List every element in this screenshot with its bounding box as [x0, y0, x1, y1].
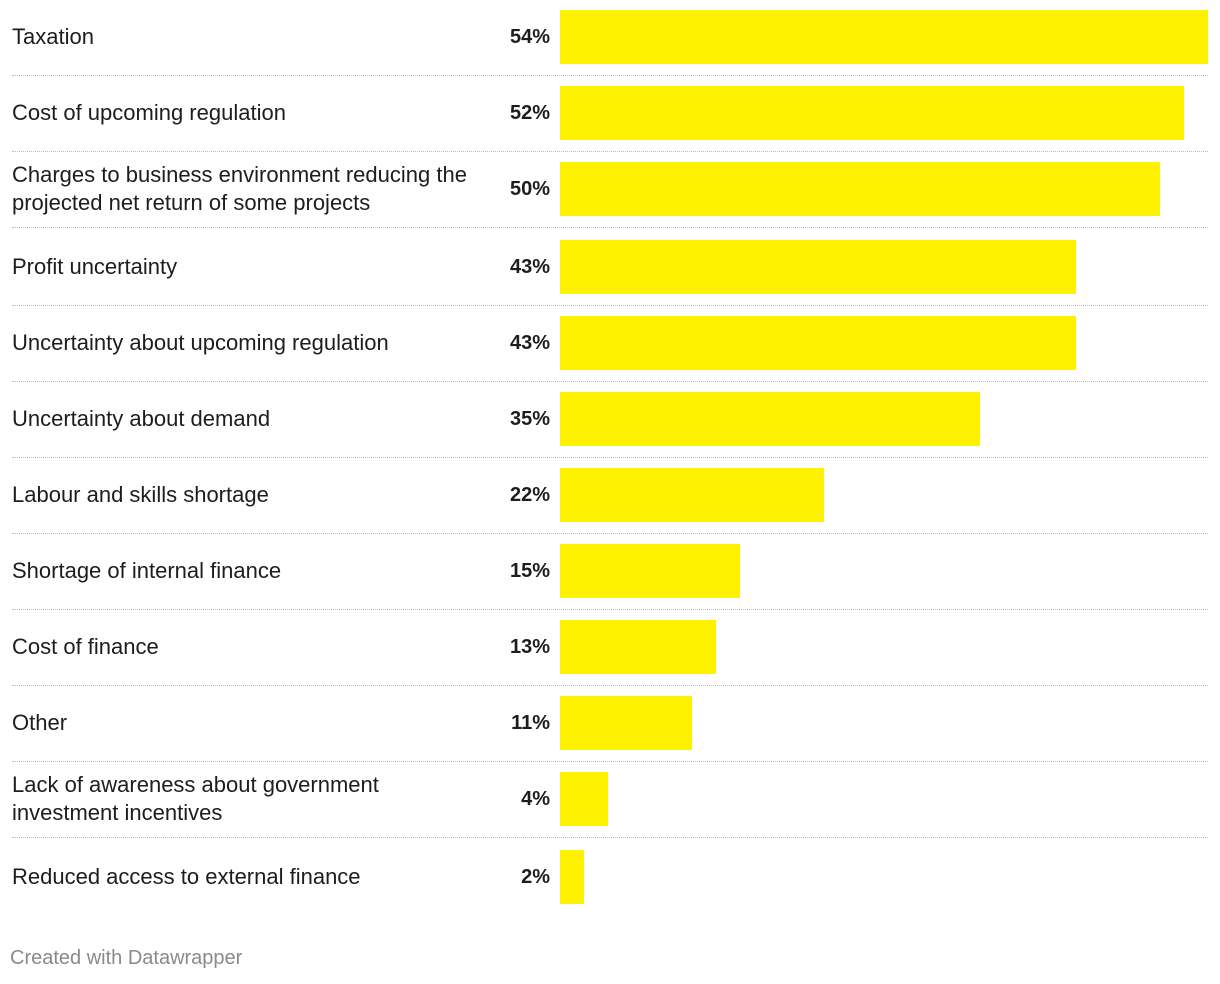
bar: [560, 544, 740, 598]
bar: [560, 772, 608, 826]
category-label: Other: [12, 710, 68, 735]
value-label: 4%: [521, 787, 550, 810]
bar: [560, 162, 1160, 216]
row-separator: [12, 227, 1208, 228]
bar: [560, 10, 1208, 64]
category-label: Lack of awareness about government inves…: [12, 772, 379, 825]
bar: [560, 392, 980, 446]
row-separator: [12, 761, 1208, 762]
category-label: Cost of upcoming regulation: [12, 100, 286, 125]
category-label: Profit uncertainty: [12, 254, 178, 279]
category-label: Reduced access to external finance: [12, 864, 361, 889]
bar: [560, 696, 692, 750]
bar: [560, 468, 824, 522]
row-separator: [12, 305, 1208, 306]
row-separator: [12, 75, 1208, 76]
bar: [560, 316, 1076, 370]
value-label: 43%: [509, 331, 550, 354]
row-separator: [12, 381, 1208, 382]
category-label: Cost of finance: [12, 634, 159, 659]
datawrapper-credit: Created with Datawrapper: [10, 947, 243, 969]
row-separator: [12, 685, 1208, 686]
category-label: Uncertainty about demand: [12, 406, 271, 431]
category-label: Shortage of internal finance: [12, 558, 282, 583]
bar: [560, 86, 1184, 140]
value-label: 50%: [509, 177, 550, 200]
row-separator: [12, 457, 1208, 458]
row-separator: [12, 151, 1208, 152]
value-label: 43%: [509, 255, 550, 278]
category-label: Charges to business environment reducing…: [12, 162, 467, 215]
value-label: 35%: [509, 407, 550, 430]
bar: [560, 620, 716, 674]
value-label: 13%: [509, 635, 550, 658]
bar: [560, 240, 1076, 294]
category-label: Taxation: [12, 24, 94, 49]
row-separator: [12, 609, 1208, 610]
value-label: 2%: [521, 865, 550, 888]
value-label: 22%: [509, 483, 550, 506]
value-label: 11%: [511, 711, 550, 734]
row-separator: [12, 533, 1208, 534]
category-label: Labour and skills shortage: [12, 482, 269, 507]
value-label: 54%: [509, 25, 550, 48]
category-label: Uncertainty about upcoming regulation: [12, 330, 389, 355]
value-label: 52%: [509, 101, 550, 124]
bar: [560, 850, 584, 904]
value-label: 15%: [509, 559, 550, 582]
row-separator: [12, 837, 1208, 838]
